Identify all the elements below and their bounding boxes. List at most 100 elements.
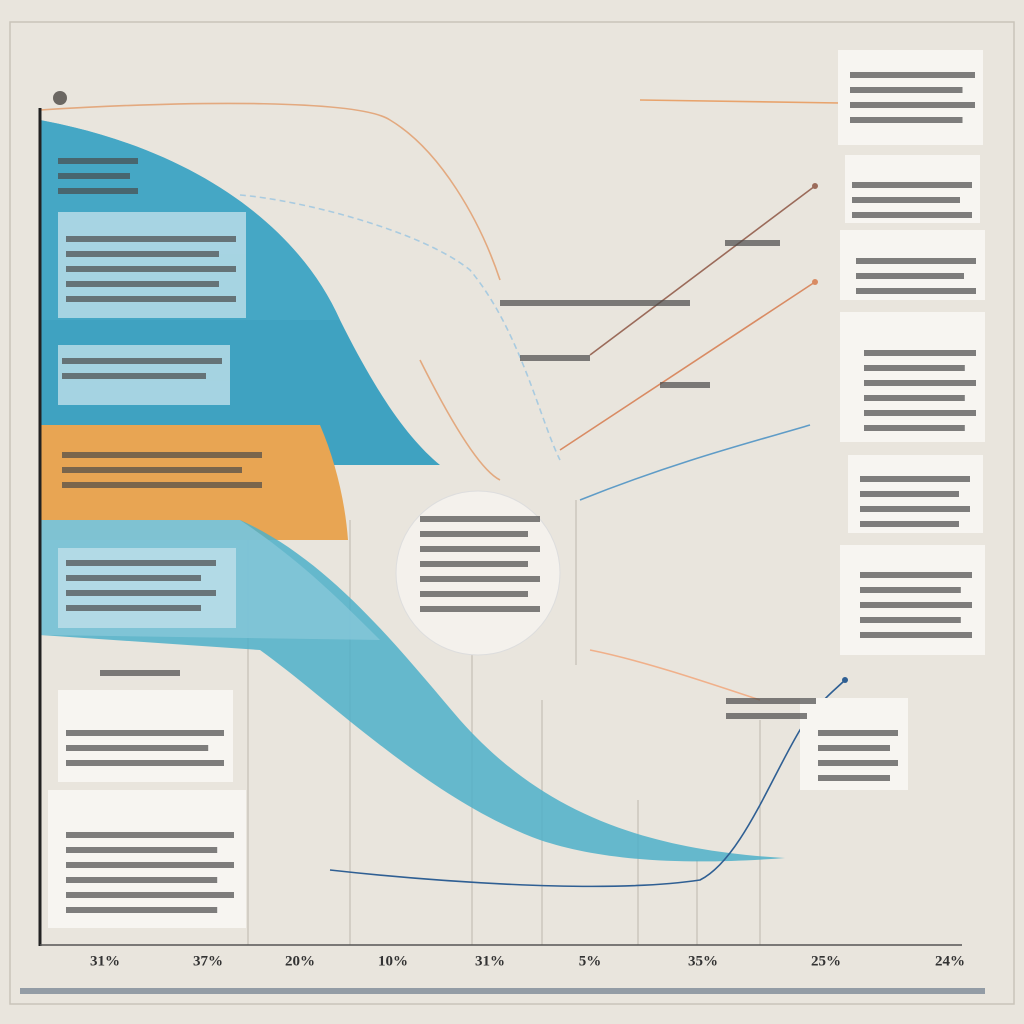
text-stripe — [66, 296, 236, 302]
x-tick-label: 5% — [579, 953, 602, 969]
text-stripe — [66, 236, 236, 242]
frame — [9, 21, 1015, 1005]
text-stripe — [66, 745, 209, 751]
text-stripe — [66, 847, 218, 853]
text-stripe — [860, 632, 972, 638]
text-stripe — [860, 521, 959, 527]
text-stripe — [864, 350, 976, 356]
connector — [419, 359, 501, 481]
footer-stripe — [20, 988, 985, 994]
text-stripe — [660, 382, 710, 388]
text-stripe — [852, 197, 960, 203]
text-stripe — [66, 251, 219, 257]
text-stripe — [58, 158, 138, 164]
x-tick-label: 31% — [475, 953, 505, 969]
x-tick-label: 24% — [935, 953, 965, 969]
text-stripe — [66, 760, 224, 766]
text-stripe — [420, 576, 540, 582]
text-stripe — [420, 606, 540, 612]
text-stripe — [818, 745, 890, 751]
text-stripe — [420, 531, 528, 537]
text-stripe — [850, 87, 963, 93]
text-stripe — [860, 572, 972, 578]
card — [840, 545, 985, 655]
text-stripe — [66, 560, 216, 566]
text-stripe — [66, 832, 234, 838]
text-stripe — [818, 775, 890, 781]
text-stripe — [725, 240, 780, 246]
text-stripe — [864, 410, 976, 416]
text-stripe — [726, 698, 816, 704]
text-stripe — [62, 373, 206, 379]
text-stripe — [66, 907, 218, 913]
text-stripe — [852, 182, 972, 188]
x-tick-label: 10% — [378, 953, 408, 969]
text-stripe — [66, 877, 218, 883]
card — [800, 698, 908, 790]
connector — [639, 99, 841, 104]
text-stripe — [420, 591, 528, 597]
text-stripe — [860, 587, 961, 593]
card — [840, 312, 985, 442]
text-stripe — [726, 713, 807, 719]
text-stripe — [850, 117, 963, 123]
connector — [239, 194, 561, 461]
text-stripe — [864, 380, 976, 386]
dot — [812, 183, 818, 189]
text-stripe — [62, 452, 262, 458]
x-tick-label: 35% — [688, 953, 718, 969]
text-stripe — [100, 670, 180, 676]
text-stripe — [860, 617, 961, 623]
text-stripe — [864, 365, 965, 371]
text-stripe — [66, 281, 219, 287]
x-tick-label: 31% — [90, 953, 120, 969]
text-stripe — [856, 288, 976, 294]
text-stripe — [66, 605, 201, 611]
text-stripe — [66, 892, 234, 898]
x-tick-label: 25% — [811, 953, 841, 969]
text-stripe — [500, 300, 690, 306]
text-stripe — [818, 760, 898, 766]
text-stripe — [66, 266, 236, 272]
card — [48, 790, 246, 928]
text-stripe — [66, 590, 216, 596]
text-stripe — [860, 476, 970, 482]
card — [845, 155, 980, 223]
connector — [559, 281, 816, 451]
text-stripe — [856, 258, 976, 264]
text-stripe — [520, 355, 590, 361]
text-stripe — [58, 188, 138, 194]
text-stripe — [62, 482, 262, 488]
text-stripe — [860, 506, 970, 512]
callout-circle — [395, 490, 561, 656]
text-stripe — [852, 212, 972, 218]
text-stripe — [66, 575, 201, 581]
text-stripe — [818, 730, 898, 736]
text-stripe — [420, 546, 540, 552]
text-stripe — [420, 561, 528, 567]
tint-box — [58, 212, 246, 318]
text-stripe — [66, 730, 224, 736]
text-stripe — [58, 173, 130, 179]
connector — [589, 649, 761, 701]
text-stripe — [420, 516, 540, 522]
x-tick-label: 37% — [193, 953, 223, 969]
marker — [53, 91, 67, 105]
connector — [589, 185, 816, 356]
text-stripe — [864, 425, 965, 431]
dot — [842, 677, 848, 683]
text-stripe — [62, 467, 242, 473]
text-stripes — [20, 72, 985, 994]
x-tick-label: 20% — [285, 953, 315, 969]
text-stripe — [62, 358, 222, 364]
connector — [39, 102, 501, 281]
text-stripe — [860, 602, 972, 608]
text-stripe — [864, 395, 965, 401]
x-tick-labels: 31% 37% 20% 10% 31% 5% 35% 25% 24% — [90, 953, 965, 969]
dot — [812, 279, 818, 285]
connector — [579, 424, 811, 501]
text-stripe — [850, 102, 975, 108]
text-stripe — [66, 862, 234, 868]
